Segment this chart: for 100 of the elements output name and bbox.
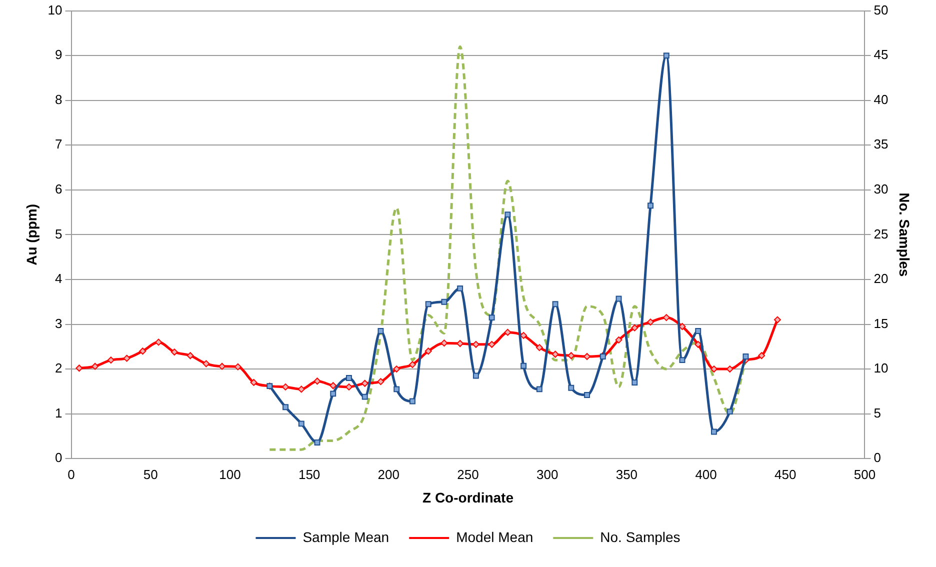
point	[472, 340, 480, 348]
point	[568, 384, 574, 391]
y2-tick-label: 20	[874, 271, 888, 286]
point	[282, 404, 288, 410]
point	[186, 352, 194, 360]
point	[774, 316, 781, 324]
point	[488, 340, 496, 348]
y-tick-label: 0	[55, 450, 62, 466]
point	[552, 301, 558, 308]
point	[92, 362, 99, 370]
point	[440, 340, 448, 347]
point	[726, 366, 734, 373]
x-tick-label: 0	[68, 466, 75, 482]
x-tick-label: 50	[143, 466, 158, 482]
x-tick-label: 250	[457, 466, 479, 482]
y2-tick-label: 30	[874, 182, 888, 196]
point	[361, 380, 368, 387]
y-tick-label: 4	[55, 271, 62, 286]
point	[330, 382, 337, 390]
point	[107, 356, 114, 364]
point	[456, 340, 464, 348]
y2-tick-label: 35	[874, 136, 888, 152]
point	[123, 354, 130, 362]
legend-label: Sample Mean	[302, 528, 390, 545]
point	[568, 352, 575, 360]
y-tick-label: 6	[55, 182, 62, 196]
point	[155, 338, 162, 346]
y-axis-title: Au (ppm)	[23, 204, 40, 266]
y-tick-label: 9	[55, 47, 62, 62]
y2-tick-label: 0	[874, 450, 881, 466]
point	[615, 336, 622, 344]
y2-tick-label: 15	[874, 316, 888, 331]
y2-tick-label: 10	[874, 360, 888, 376]
point	[679, 357, 686, 364]
point	[362, 394, 368, 400]
point	[694, 340, 702, 348]
point	[742, 354, 749, 360]
point	[726, 408, 733, 415]
legend-label: No. Samples	[600, 528, 680, 545]
x-tick-label: 400	[695, 466, 717, 482]
x-tick-label: 300	[536, 466, 558, 482]
point	[584, 392, 590, 398]
y-tick-label: 1	[55, 405, 62, 420]
point	[584, 353, 591, 360]
point	[139, 348, 146, 355]
y2-axis-title: No. Samples	[896, 192, 913, 277]
point	[394, 386, 400, 392]
point	[409, 398, 416, 404]
point	[488, 314, 495, 321]
point	[76, 364, 83, 372]
y2-tick-label: 25	[874, 226, 888, 242]
point	[536, 344, 543, 352]
y-tick-label: 3	[55, 316, 62, 331]
y-tick-label: 2	[55, 360, 62, 376]
y2-tick-label: 40	[874, 92, 888, 107]
y-tick-label: 10	[48, 2, 62, 18]
y-tick-label: 7	[55, 136, 62, 152]
point	[648, 202, 654, 209]
y-tick-label: 5	[55, 226, 62, 242]
point	[345, 383, 352, 390]
point	[710, 366, 718, 373]
point	[330, 390, 336, 397]
point	[504, 328, 512, 336]
point	[377, 378, 384, 386]
x-axis-title: Z Co-ordinate	[422, 489, 514, 506]
point	[536, 386, 542, 392]
point	[647, 318, 654, 326]
point	[552, 350, 559, 358]
point	[234, 363, 242, 370]
point	[346, 375, 352, 381]
y2-tick-label: 50	[874, 2, 888, 18]
point	[457, 285, 464, 292]
point	[631, 324, 638, 332]
point	[393, 366, 400, 373]
point	[218, 362, 226, 370]
point	[758, 352, 766, 360]
point	[298, 386, 305, 393]
point	[504, 212, 511, 218]
point	[662, 314, 670, 322]
point	[298, 420, 304, 427]
x-tick-label: 200	[378, 466, 400, 482]
point	[425, 301, 432, 308]
point	[520, 332, 528, 339]
y2-tick-label: 5	[874, 405, 881, 420]
y2-tick-label: 45	[874, 47, 888, 62]
x-tick-label: 350	[616, 466, 638, 482]
legend-label: Model Mean	[456, 528, 534, 545]
point	[378, 328, 384, 334]
point	[695, 328, 702, 334]
point	[408, 361, 416, 368]
point	[472, 372, 479, 379]
point	[441, 298, 448, 305]
point	[711, 428, 717, 435]
point	[663, 52, 670, 59]
point	[314, 440, 320, 446]
point	[282, 383, 289, 390]
x-tick-label: 450	[774, 466, 796, 482]
x-tick-label: 100	[219, 466, 241, 482]
point	[520, 362, 527, 369]
point	[250, 378, 258, 386]
